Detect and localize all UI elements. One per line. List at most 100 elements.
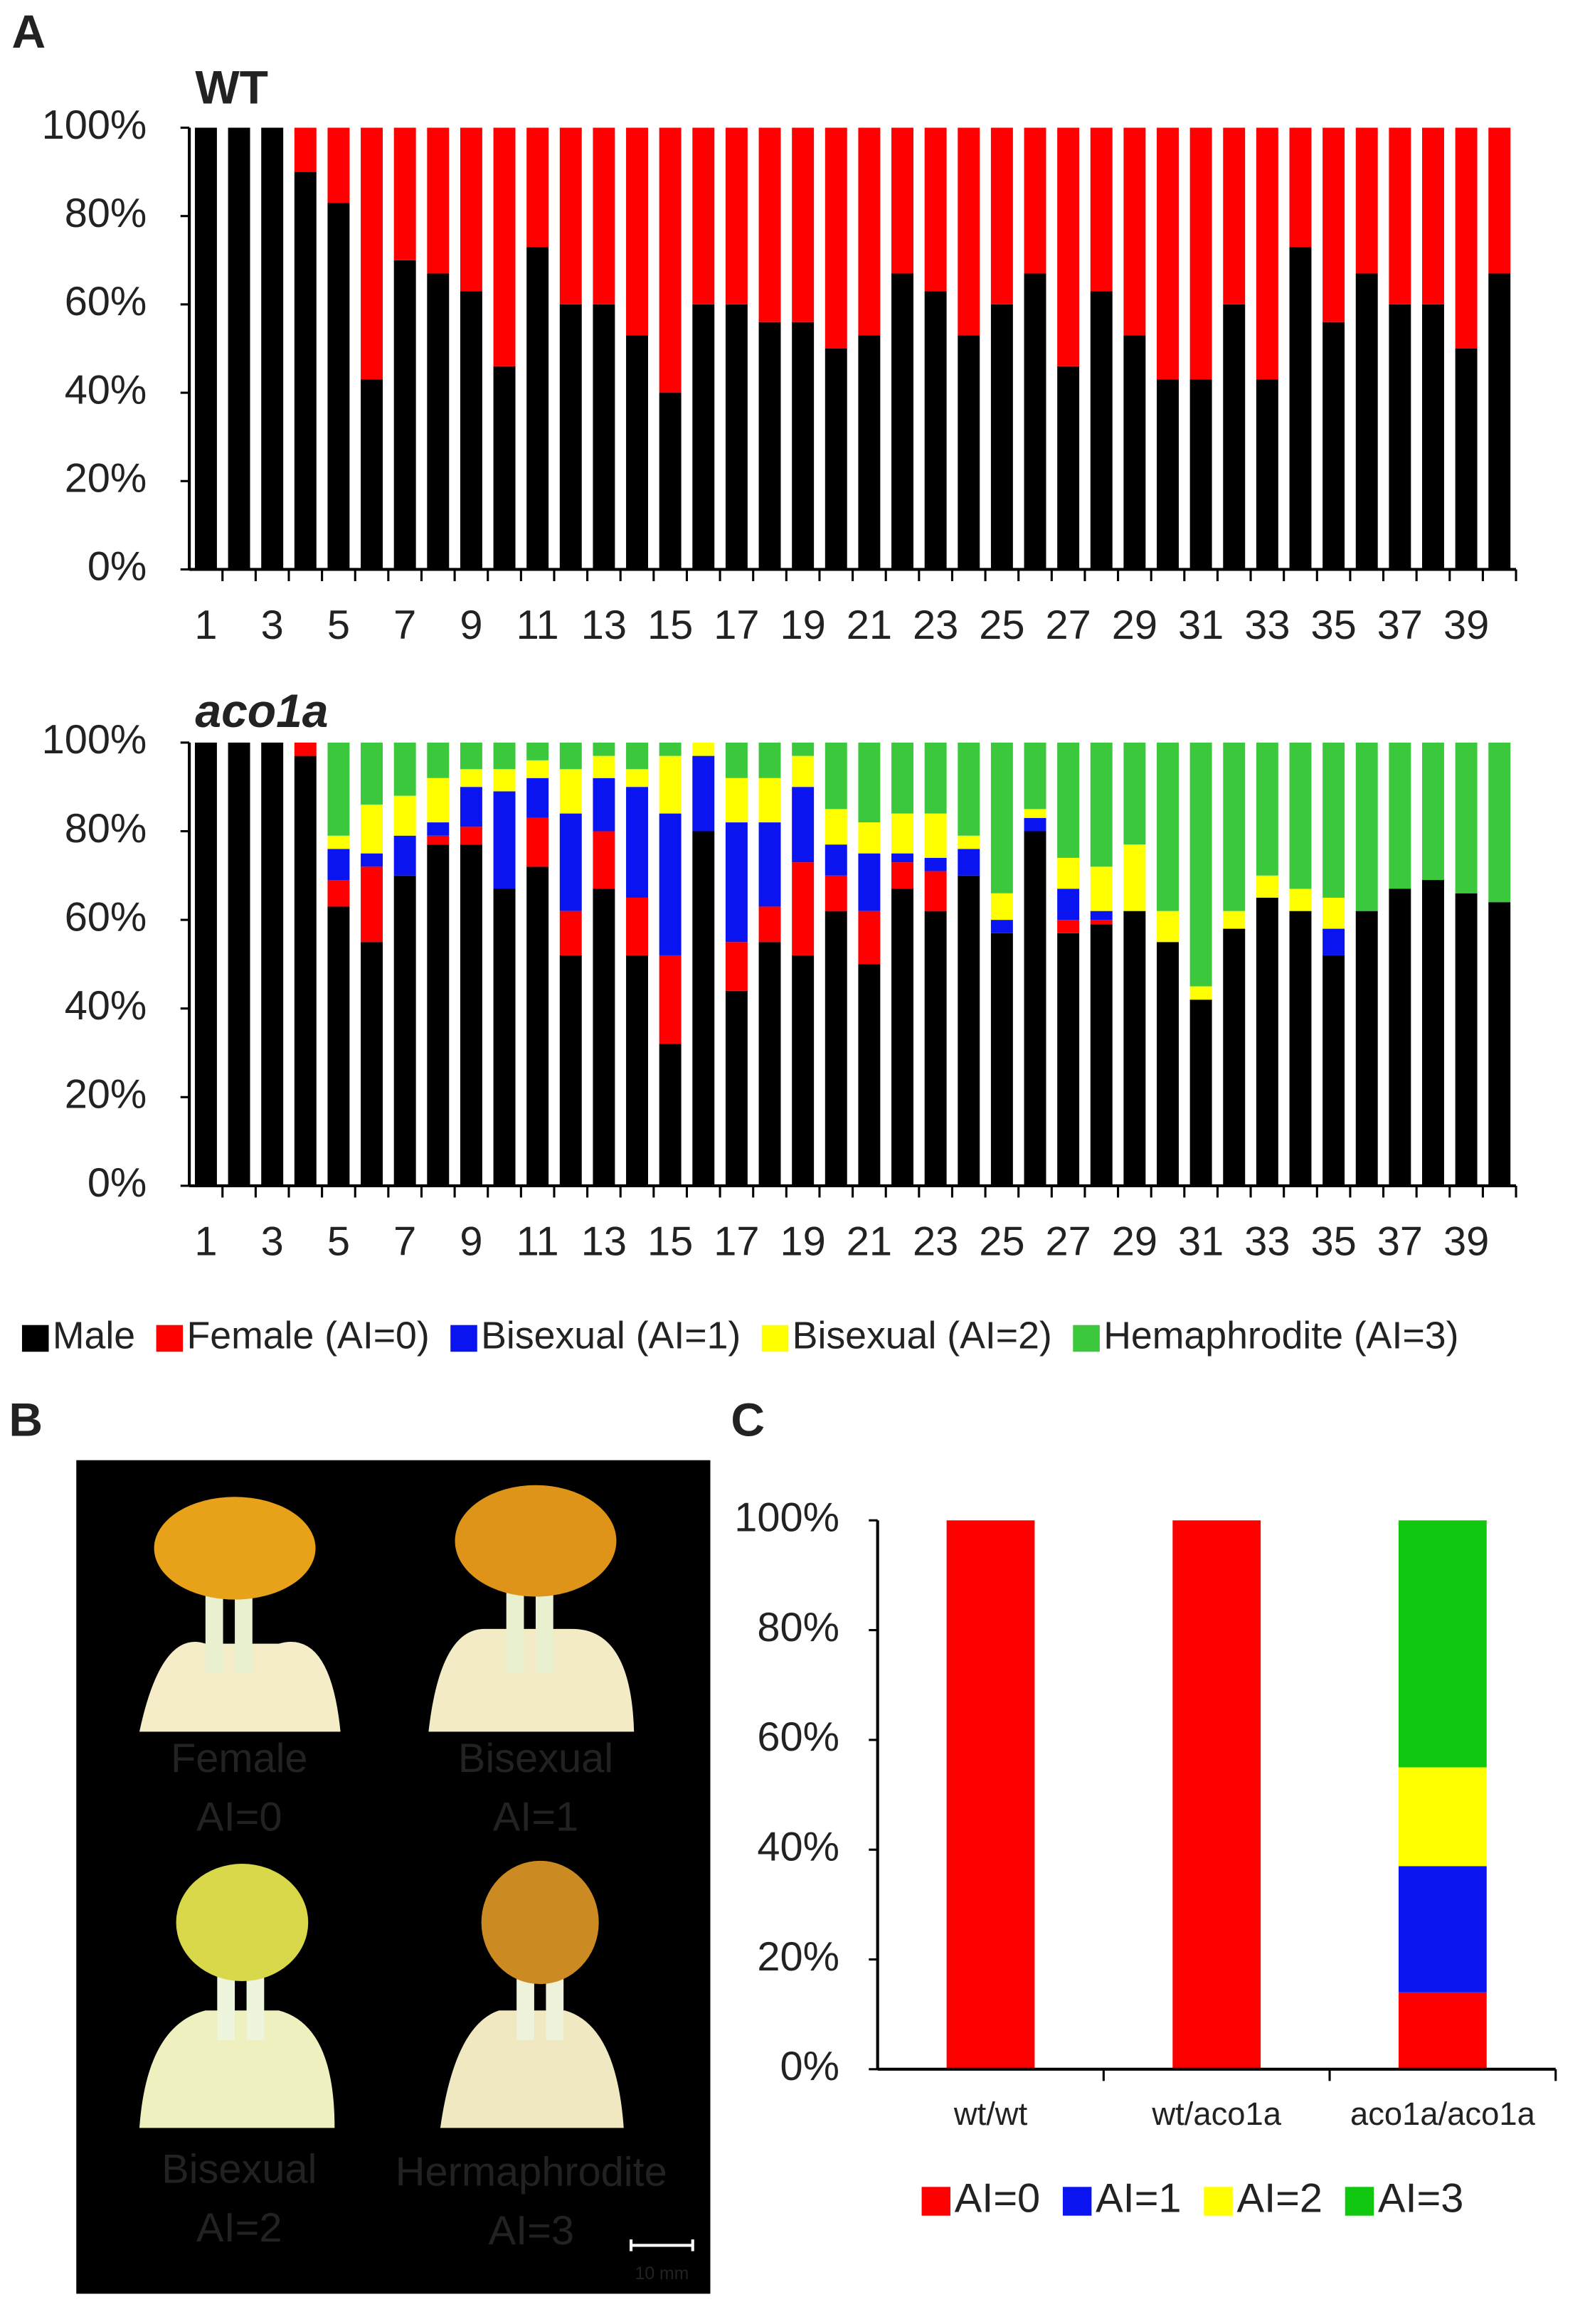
bar-segment (692, 304, 715, 570)
y-tick-label: 60% (65, 279, 147, 324)
bar-segment (427, 822, 450, 836)
bar-segment (725, 127, 748, 304)
bar-segment (294, 755, 317, 1186)
bar-segment (924, 813, 947, 858)
bar-segment (1090, 924, 1113, 1186)
bar-segment (1090, 127, 1113, 292)
bar-segment (659, 127, 682, 393)
bar-segment (361, 853, 383, 867)
bar-segment (659, 742, 682, 756)
bar-segment (626, 787, 649, 898)
bar-segment (891, 813, 913, 854)
bar-segment (194, 127, 217, 570)
bar-segment (958, 742, 980, 836)
bar-segment (593, 127, 615, 304)
bar-segment (593, 755, 615, 778)
chart-title: WT (195, 60, 268, 113)
bar-segment (958, 849, 980, 876)
bar-segment (460, 291, 482, 570)
bar-segment (1090, 920, 1113, 925)
bar-segment (1455, 127, 1478, 349)
bar-segment (659, 393, 682, 570)
y-tick-label: 40% (65, 367, 147, 413)
legend-label: Bisexual (AI=2) (792, 1315, 1052, 1357)
bar-segment (858, 911, 881, 965)
bar-segment (1355, 127, 1378, 274)
y-tick-label: 20% (757, 1934, 839, 1980)
bar-segment (1057, 888, 1080, 920)
bar-segment (990, 304, 1013, 570)
bar-segment (559, 742, 582, 770)
bar-segment (427, 835, 450, 845)
photo-panel: Female AI=0 Bisexual AI=1 Bisexual AI=2 … (76, 1460, 711, 2294)
bar-segment (792, 787, 815, 863)
y-tick-label: 100% (42, 717, 147, 763)
bar-segment (792, 955, 815, 1186)
bar-segment (1389, 742, 1411, 889)
bar-segment (559, 769, 582, 814)
bar-segment (1024, 127, 1046, 274)
bar-segment (427, 127, 450, 274)
scale-label: 10 mm (635, 2264, 689, 2283)
bar-segment (1057, 742, 1080, 858)
y-tick-label: 80% (65, 806, 147, 851)
bar-segment (1399, 1767, 1487, 1867)
x-tick-label: 37 (1377, 603, 1423, 648)
bar-segment (1024, 742, 1046, 810)
y-tick-label: 40% (65, 983, 147, 1029)
photo-label: AI=1 (493, 1794, 578, 1840)
bar-segment (990, 742, 1013, 893)
x-tick-label: 23 (913, 1219, 958, 1265)
bar-segment (493, 888, 516, 1186)
bar-segment (526, 778, 549, 818)
bar-segment (858, 335, 881, 570)
chart-title: aco1a (195, 684, 328, 737)
bar-segment (946, 1520, 1035, 2069)
bar-segment (1256, 875, 1278, 898)
bar-segment (1157, 379, 1179, 570)
x-tick-label: 27 (1046, 1219, 1091, 1265)
bar-segment (593, 304, 615, 570)
bar-segment (1157, 127, 1179, 380)
photo-label: AI=0 (196, 1794, 282, 1840)
bar-segment (1355, 911, 1378, 1186)
bar-segment (758, 822, 781, 907)
bar-segment (493, 127, 516, 366)
legend-swatch (921, 2187, 950, 2216)
bar-segment (1057, 857, 1080, 889)
bar-segment (626, 955, 649, 1186)
legend-label: AI=3 (1378, 2176, 1463, 2222)
bar-segment (1289, 888, 1312, 911)
bar-segment (891, 853, 913, 863)
legend-swatch (761, 1325, 789, 1352)
photo-label: Bisexual (161, 2146, 317, 2192)
x-tick-label: 13 (581, 603, 627, 648)
y-tick-label: 20% (65, 1072, 147, 1118)
y-tick-label: 0% (88, 544, 147, 590)
bar-segment (526, 742, 549, 760)
photo-background (76, 1460, 711, 2294)
bar-segment (1488, 742, 1511, 903)
bar-segment (1123, 335, 1146, 570)
bar-segment (1189, 986, 1212, 1000)
bar-segment (1256, 379, 1278, 570)
bar-segment (1057, 366, 1080, 570)
bar-segment (725, 990, 748, 1186)
bar-segment (1123, 742, 1146, 845)
bar-segment (1157, 911, 1179, 943)
bar-segment (460, 844, 482, 1186)
legend-label: AI=0 (955, 2176, 1040, 2222)
bar-segment (593, 888, 615, 1186)
bar-segment (327, 127, 350, 203)
photo-label: Hermaphrodite (396, 2150, 667, 2195)
bar-segment (924, 127, 947, 292)
bar-segment (427, 273, 450, 570)
bar-segment (758, 906, 781, 943)
bar-segment (228, 127, 250, 570)
bar-segment (228, 742, 250, 1186)
x-tick-label: 9 (460, 603, 482, 648)
bar-segment (1422, 127, 1444, 304)
bar-segment (493, 366, 516, 570)
bar-segment (1057, 127, 1080, 366)
bar-segment (327, 906, 350, 1186)
